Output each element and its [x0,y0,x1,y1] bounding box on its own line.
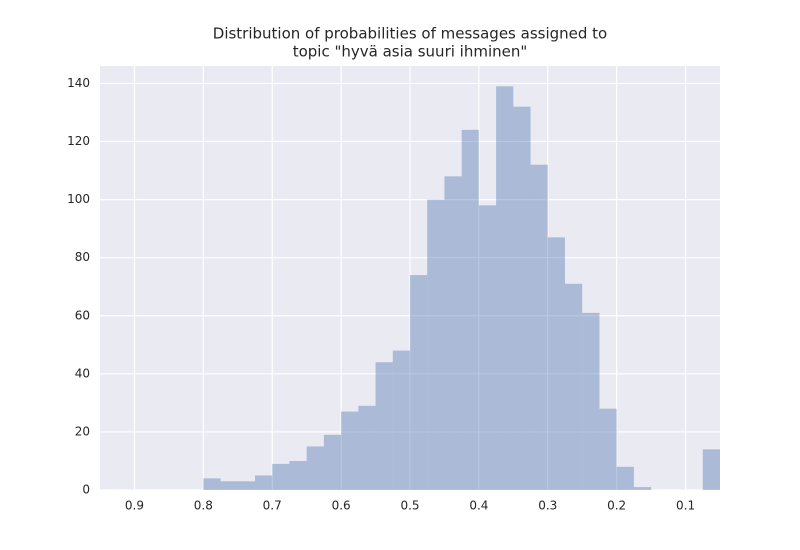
x-tick-label: 0.7 [263,499,282,513]
chart-title: topic "hyvä asia suuri ihminen" [293,43,528,61]
x-tick-label: 0.2 [607,499,626,513]
y-tick-label: 80 [75,250,90,264]
bar [616,466,634,490]
bar [272,463,290,490]
bar [375,362,393,490]
bar [530,164,548,490]
x-tick-label: 0.8 [194,499,213,513]
bar [237,481,255,490]
bar [599,408,617,490]
bar [633,487,652,490]
bar [427,199,445,490]
bar [358,405,376,490]
x-tick-label: 0.9 [125,499,144,513]
bar [306,446,324,490]
bar [547,237,565,490]
x-tick-label: 0.5 [400,499,419,513]
bar [410,275,428,490]
y-tick-label: 40 [75,366,90,380]
y-tick-label: 60 [75,308,90,322]
bar [323,434,342,490]
y-tick-label: 120 [67,134,90,148]
bar [203,478,221,490]
x-tick-label: 0.6 [332,499,351,513]
bar [702,449,720,490]
bar [513,106,531,490]
x-tick-label: 0.1 [676,499,695,513]
y-tick-label: 0 [82,483,90,497]
bar [478,205,497,490]
y-tick-label: 100 [67,192,90,206]
bar [444,176,462,490]
x-tick-label: 0.3 [538,499,557,513]
bar [582,312,600,490]
bar [289,460,307,490]
y-tick-label: 140 [67,76,90,90]
x-tick-label: 0.4 [469,499,488,513]
bar [392,350,410,490]
bar [220,481,238,490]
bar [565,283,583,490]
chart-title: Distribution of probabilities of message… [213,25,607,43]
bar [496,86,514,490]
bar [341,411,359,490]
bar [255,475,273,490]
y-tick-label: 20 [75,424,90,438]
bar [461,129,479,490]
